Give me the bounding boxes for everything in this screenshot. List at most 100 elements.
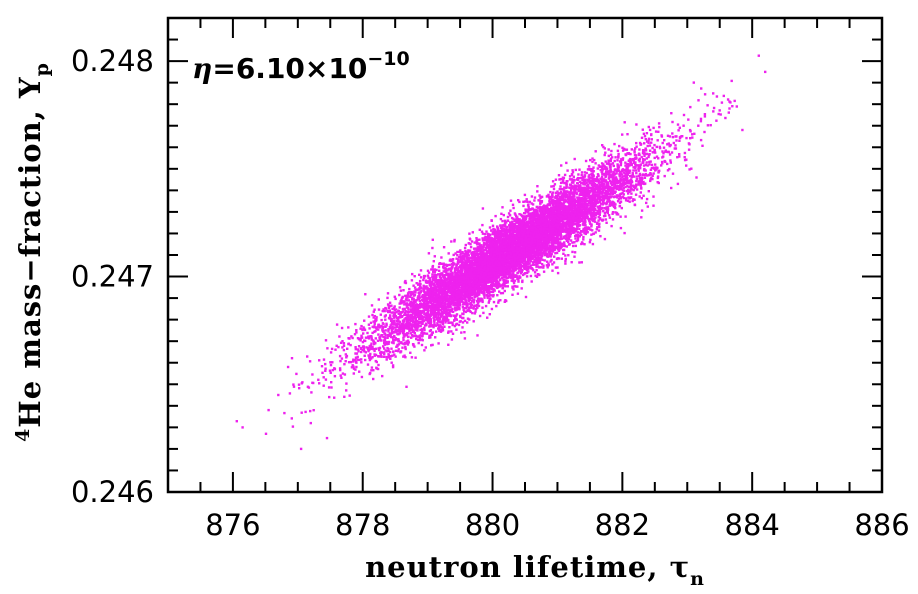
scatter-point	[412, 315, 415, 319]
scatter-point	[364, 351, 367, 354]
scatter-point	[617, 152, 620, 156]
scatter-point	[430, 310, 433, 313]
scatter-point	[401, 342, 404, 345]
scatter-point	[490, 272, 493, 275]
scatter-point	[349, 343, 352, 347]
scatter-point	[616, 163, 619, 166]
scatter-point	[490, 290, 493, 294]
scatter-point	[431, 343, 434, 347]
scatter-point	[516, 285, 519, 288]
scatter-point	[401, 331, 405, 335]
scatter-point	[683, 151, 687, 155]
scatter-point	[461, 306, 465, 309]
scatter-point	[642, 132, 646, 135]
scatter-point	[660, 164, 663, 167]
scatter-point	[573, 241, 576, 244]
scatter-point	[637, 169, 640, 172]
scatter-point	[338, 354, 342, 358]
scatter-point	[362, 326, 365, 329]
scatter-point	[610, 224, 613, 228]
scatter-point	[709, 124, 712, 127]
scatter-point	[383, 347, 386, 350]
scatter-point	[660, 134, 663, 137]
scatter-point	[343, 363, 346, 366]
scatter-point	[603, 153, 606, 157]
scatter-point	[607, 177, 611, 180]
scatter-point	[386, 292, 390, 295]
scatter-point	[587, 217, 590, 221]
scatter-point	[678, 136, 682, 140]
scatter-point	[474, 263, 477, 267]
scatter-point	[678, 153, 681, 156]
scatter-point	[390, 361, 393, 364]
scatter-point	[640, 209, 644, 212]
scatter-point	[434, 277, 438, 280]
scatter-point	[235, 420, 238, 423]
scatter-point	[421, 333, 424, 336]
scatter-point	[644, 173, 647, 177]
scatter-point	[614, 156, 617, 159]
scatter-point	[511, 223, 514, 226]
scatter-point	[425, 312, 429, 316]
scatter-point	[543, 219, 546, 222]
scatter-point	[388, 304, 392, 308]
scatter-point	[573, 251, 577, 254]
scatter-point	[421, 317, 424, 320]
scatter-point	[560, 187, 563, 191]
scatter-point	[583, 221, 587, 225]
scatter-point	[551, 196, 554, 199]
scatter-point	[432, 282, 436, 285]
scatter-point	[502, 213, 505, 217]
scatter-point	[519, 226, 522, 229]
scatter-point	[606, 206, 610, 209]
scatter-point	[590, 225, 593, 228]
scatter-point	[584, 159, 588, 163]
scatter-point	[403, 354, 406, 357]
scatter-point	[483, 296, 486, 299]
scatter-point	[551, 269, 554, 272]
scatter-point	[601, 166, 604, 169]
scatter-point	[410, 325, 413, 328]
scatter-point	[593, 220, 597, 223]
scatter-point	[322, 376, 325, 379]
scatter-point	[367, 354, 370, 357]
scatter-point	[542, 266, 545, 269]
scatter-point	[550, 185, 553, 188]
scatter-point	[559, 190, 563, 194]
scatter-point	[400, 302, 403, 305]
scatter-point	[408, 329, 411, 332]
scatter-point	[634, 162, 637, 165]
scatter-point	[414, 320, 417, 323]
scatter-point	[516, 216, 519, 219]
scatter-point	[660, 160, 664, 164]
scatter-point	[572, 185, 575, 189]
scatter-point	[616, 149, 620, 152]
scatter-point	[546, 246, 549, 250]
scatter-point	[532, 269, 535, 272]
scatter-point	[436, 316, 439, 320]
scatter-point	[512, 288, 515, 291]
scatter-point	[647, 141, 650, 144]
scatter-point	[384, 329, 387, 332]
scatter-point	[264, 432, 268, 435]
scatter-point	[578, 168, 581, 171]
scatter-point	[440, 256, 443, 259]
scatter-point	[549, 217, 552, 221]
scatter-point	[521, 220, 525, 223]
scatter-point	[388, 310, 391, 314]
scatter-point	[447, 252, 450, 255]
scatter-point	[506, 273, 510, 276]
scatter-point	[624, 185, 627, 189]
scatter-point	[451, 332, 455, 335]
scatter-point	[407, 341, 410, 344]
scatter-point	[402, 338, 405, 342]
scatter-point	[436, 323, 439, 327]
scatter-point	[649, 168, 653, 171]
scatter-point	[650, 166, 654, 170]
scatter-point	[466, 282, 470, 286]
scatter-point	[486, 316, 489, 319]
scatter-point	[434, 303, 437, 306]
scatter-point	[671, 135, 675, 139]
scatter-point	[370, 338, 373, 341]
scatter-point	[446, 294, 449, 297]
